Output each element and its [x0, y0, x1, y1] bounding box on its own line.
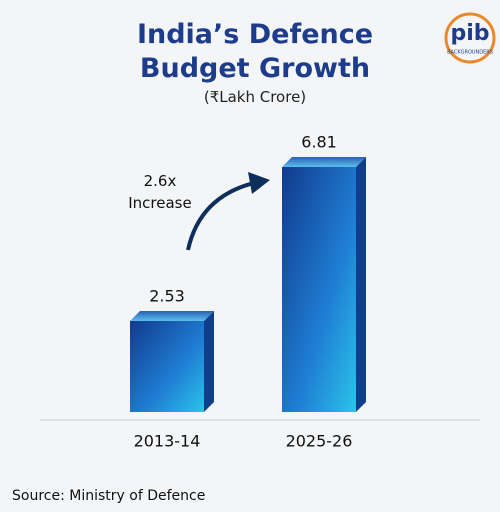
logo-tagline: BACKGROUNDERS [447, 50, 493, 56]
x-tick-label: 2025-26 [286, 432, 353, 451]
value-label: 2.53 [149, 286, 185, 305]
x-tick-label: 2013-14 [134, 432, 201, 451]
logo-name: pib [450, 21, 489, 46]
bar [282, 167, 356, 412]
logo: pib BACKGROUNDERS [444, 12, 496, 64]
arrow-head [248, 172, 270, 194]
arrow [186, 180, 259, 251]
bar-side [356, 157, 366, 412]
chart-subtitle: (₹Lakh Crore) [203, 88, 307, 106]
annotation: 2.6x Increase [128, 172, 192, 212]
bar-top [282, 157, 366, 167]
value-label: 6.81 [301, 133, 337, 152]
logo-ring [444, 12, 496, 64]
bar-top [130, 310, 214, 321]
bar-side [204, 310, 214, 412]
bar [130, 320, 204, 412]
chart-title: India’s Defence Budget Growth [136, 19, 374, 84]
source: Source: Ministry of Defence [12, 488, 206, 504]
